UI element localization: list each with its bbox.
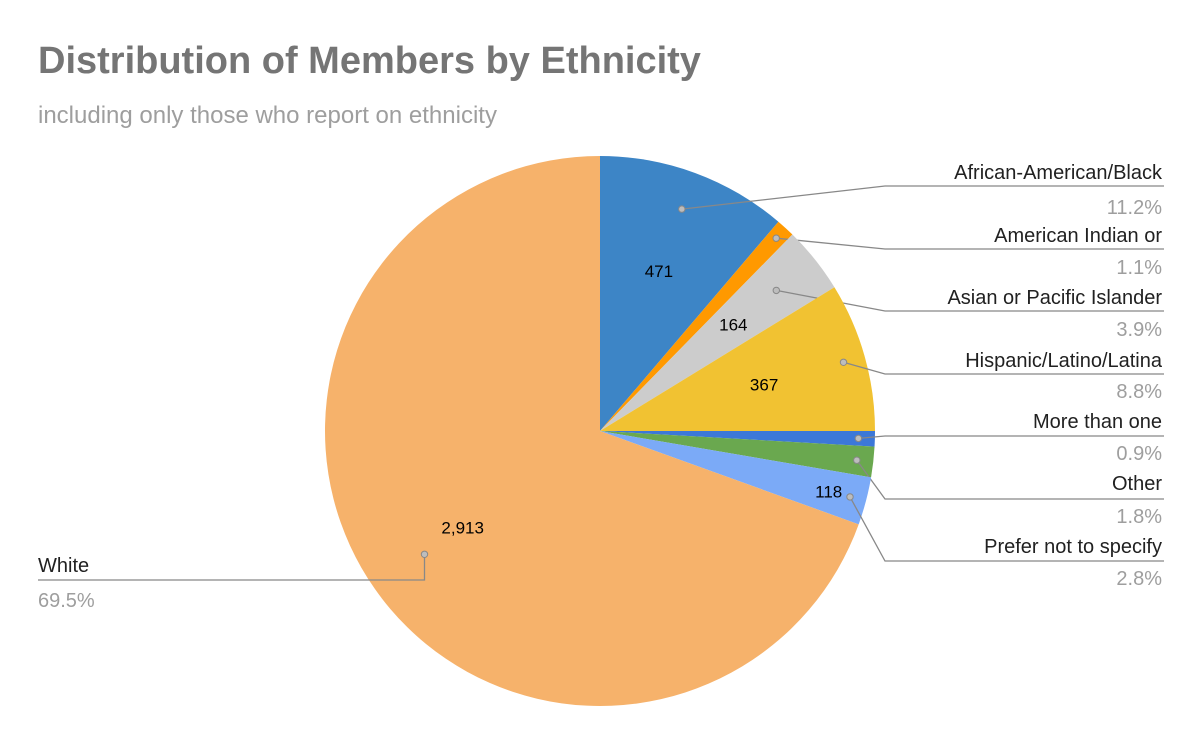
pie-slice-asian-or-pacific-islander (600, 234, 835, 431)
callout-percent-other: 1.8% (1116, 506, 1162, 528)
callout-percent-african-american-black: 11.2% (1107, 197, 1162, 219)
callout-percent-american-indian-or: 1.1% (1116, 257, 1162, 279)
callout-percent-asian-or-pacific-islander: 3.9% (1116, 319, 1162, 341)
pie-slice-prefer-not-to-specify (600, 431, 872, 525)
pie-slice-other (600, 431, 875, 478)
data-label-asian-or-pacific-islander: 164 (719, 316, 747, 335)
callout-percent-prefer-not-to-specify: 2.8% (1116, 568, 1162, 590)
callout-label-other: Other (1112, 473, 1162, 495)
callout-line-african-american-black (681, 185, 1164, 210)
callout-percent-hispanic-latino-latina: 8.8% (1116, 381, 1162, 403)
pie-slice-more-than-one (600, 431, 875, 447)
callout-line-prefer-not-to-specify (849, 496, 1164, 562)
callout-dot-hispanic-latino-latina (839, 358, 848, 366)
callout-label-african-american-black: African-American/Black (954, 162, 1163, 184)
callout-line-other (856, 459, 1164, 500)
callout-label-more-than-one: More than one (1033, 411, 1162, 433)
callout-percent-more-than-one: 0.9% (1116, 443, 1162, 465)
pie-slice-hispanic-latino-latina (600, 287, 875, 431)
callout-dot-other (853, 456, 861, 464)
callout-line-asian-or-pacific-islander (776, 289, 1164, 312)
callout-label-prefer-not-to-specify: Prefer not to specify (984, 536, 1162, 558)
callout-dot-more-than-one (854, 434, 863, 443)
pie-slice-white (324, 156, 859, 706)
data-label-hispanic-latino-latina: 367 (750, 376, 778, 395)
callout-dot-prefer-not-to-specify (846, 493, 854, 501)
callout-line-hispanic-latino-latina (843, 361, 1164, 375)
callout-dot-asian-or-pacific-islander (772, 286, 780, 295)
callout-label-american-indian-or: American Indian or (994, 225, 1162, 247)
data-label-african-american-black: 471 (645, 262, 673, 281)
callout-label-white: White (38, 555, 89, 577)
callout-dot-white (420, 550, 429, 558)
callout-percent-white: 69.5% (38, 590, 95, 612)
callout-line-american-indian-or (776, 237, 1164, 250)
pie-slice-american-indian-or (600, 221, 793, 431)
chart-title: Distribution of Members by Ethnicity (38, 40, 701, 82)
callout-dot-american-indian-or (772, 234, 780, 242)
data-label-white: 2,913 (441, 518, 484, 537)
callout-label-hispanic-latino-latina: Hispanic/Latino/Latina (965, 350, 1163, 372)
callout-line-more-than-one (858, 435, 1164, 440)
callout-line-white (38, 554, 426, 581)
chart-subtitle: including only those who report on ethni… (38, 102, 497, 129)
callout-label-asian-or-pacific-islander: Asian or Pacific Islander (947, 287, 1162, 309)
callout-dot-african-american-black (678, 205, 686, 213)
pie-slice-african-american-black (600, 156, 779, 431)
data-label-prefer-not-to-specify: 118 (815, 482, 842, 501)
